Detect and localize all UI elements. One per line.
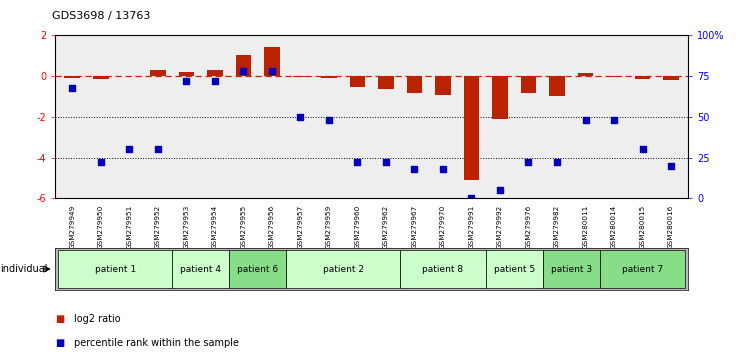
Text: log2 ratio: log2 ratio [74,314,120,324]
Point [323,117,335,123]
Text: patient 6: patient 6 [237,264,278,274]
Text: percentile rank within the sample: percentile rank within the sample [74,338,238,348]
Point [266,68,277,74]
Bar [93,76,109,79]
Bar [58,250,172,288]
Text: patient 5: patient 5 [494,264,535,274]
Point [66,85,78,90]
Bar [207,70,223,76]
Point [152,147,163,152]
Bar [606,76,622,77]
Bar [286,250,400,288]
Bar [600,250,685,288]
Point [466,195,478,201]
Bar [520,76,537,93]
Point [209,78,221,84]
Bar [264,47,280,76]
Point [551,160,563,165]
Point [580,117,592,123]
Bar [578,73,593,76]
Bar [549,76,565,97]
Bar [172,250,229,288]
Bar [65,76,80,78]
Bar [435,76,450,96]
Bar [229,250,286,288]
Bar [292,76,308,77]
Point [180,78,192,84]
Bar [150,70,166,76]
Point [380,160,392,165]
Text: patient 1: patient 1 [94,264,135,274]
Text: patient 2: patient 2 [322,264,364,274]
Bar [634,76,651,79]
Text: ■: ■ [55,314,65,324]
Point [408,166,420,172]
Bar [464,76,479,180]
Point [494,187,506,193]
Bar [321,76,337,78]
Bar [378,76,394,89]
Point [238,68,250,74]
Point [523,160,534,165]
Point [437,166,449,172]
Text: patient 4: patient 4 [180,264,221,274]
Bar [350,76,365,87]
Text: patient 3: patient 3 [551,264,592,274]
Bar [400,250,486,288]
Point [124,147,135,152]
Bar [663,76,679,80]
Text: patient 7: patient 7 [622,264,663,274]
Bar [486,250,542,288]
Point [352,160,364,165]
Point [637,147,648,152]
Bar [406,76,422,93]
Point [665,163,677,169]
Bar [236,55,251,76]
Text: ■: ■ [55,338,65,348]
Text: individual: individual [0,264,48,274]
Point [608,117,620,123]
Point [95,160,107,165]
Point [294,114,306,120]
Text: patient 8: patient 8 [422,264,464,274]
Text: GDS3698 / 13763: GDS3698 / 13763 [52,11,150,21]
Bar [179,72,194,76]
Bar [542,250,600,288]
Bar [492,76,508,119]
